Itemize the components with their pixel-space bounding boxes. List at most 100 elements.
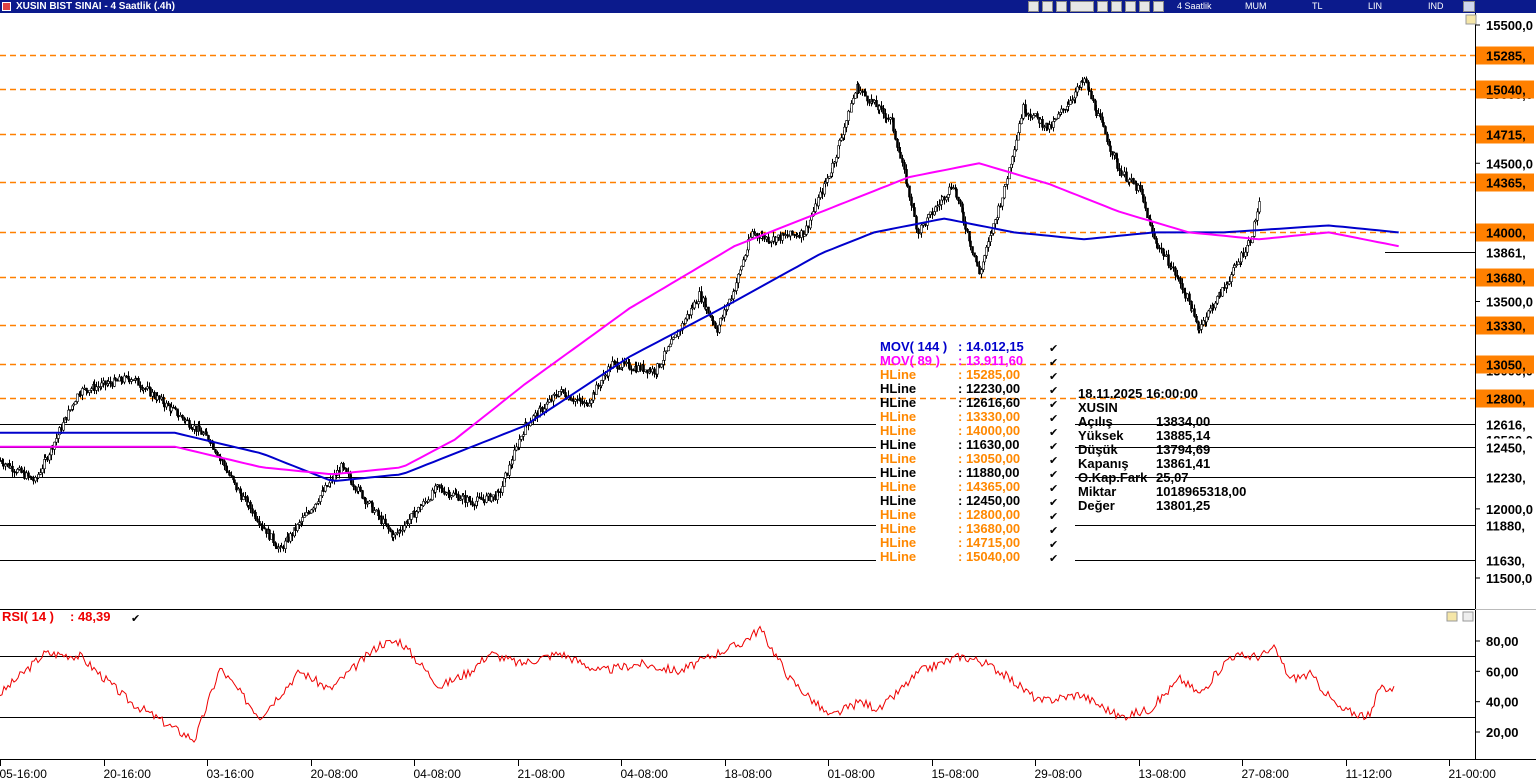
- period-selector[interactable]: 4 Saatlik: [1177, 1, 1212, 11]
- candle-body: [920, 224, 923, 234]
- candle-body: [65, 417, 68, 421]
- candle-body: [4, 464, 7, 467]
- candle-body: [515, 446, 518, 451]
- rsi-restore-icon[interactable]: [1446, 611, 1458, 622]
- info-label-high: Yüksek: [1078, 428, 1124, 443]
- candle-body: [504, 472, 507, 479]
- candle-body: [1132, 178, 1135, 184]
- candle-body: [81, 388, 84, 396]
- candle-body: [387, 524, 390, 530]
- candle-body: [1041, 119, 1044, 128]
- crosshair-button[interactable]: [1139, 1, 1150, 12]
- export-button[interactable]: [1056, 1, 1067, 12]
- candle-body: [642, 364, 645, 372]
- candle-body: [964, 221, 967, 230]
- candle-body: [684, 318, 687, 324]
- candle-body: [824, 182, 827, 184]
- candle-body: [37, 474, 40, 478]
- last-price-box: [1476, 243, 1534, 261]
- candle-body: [817, 197, 820, 207]
- candle-body: [263, 527, 266, 530]
- candle-body: [740, 265, 743, 271]
- candle-body: [899, 151, 902, 159]
- candle-body: [476, 496, 479, 502]
- currency-selector[interactable]: TL: [1312, 1, 1323, 11]
- candle-body: [845, 120, 848, 128]
- candle-body: [441, 487, 444, 492]
- draw-button[interactable]: [1125, 1, 1136, 12]
- candle-body: [1198, 329, 1201, 331]
- candle-body: [1233, 265, 1236, 268]
- candle-body: [562, 389, 565, 393]
- candle-body: [1011, 156, 1014, 165]
- candle-body: [513, 449, 516, 461]
- hline-label-box: [1476, 389, 1534, 408]
- candle-body: [144, 388, 147, 390]
- candle-body: [74, 401, 77, 405]
- dropdown-button[interactable]: [1153, 1, 1164, 12]
- close-icon[interactable]: [1463, 1, 1475, 12]
- legend-value: : 12616,60: [958, 395, 1020, 410]
- indicator-button[interactable]: [1042, 1, 1053, 12]
- legend-value: : 15040,00: [958, 549, 1020, 564]
- candle-body: [455, 493, 458, 496]
- chart-settings-button[interactable]: [1028, 1, 1039, 12]
- legend-check-icon: ✔: [1049, 455, 1058, 467]
- candle-body: [835, 157, 838, 163]
- hline-label-box: [1476, 468, 1534, 487]
- chart-type-selector[interactable]: MUM: [1245, 1, 1267, 11]
- time-tick-label: 20-08:00: [311, 767, 359, 781]
- candle-body: [298, 522, 301, 525]
- candle-body: [987, 241, 990, 248]
- candle-body: [990, 233, 993, 236]
- rsi-value: : 48,39: [70, 609, 110, 624]
- candle-body: [1160, 247, 1163, 250]
- candle-body: [305, 512, 308, 516]
- chart-area[interactable]: 11500,012000,012500,013000,013500,014000…: [0, 13, 1536, 782]
- candle-body: [997, 205, 1000, 218]
- candle-body: [906, 183, 909, 187]
- candle-body: [107, 381, 110, 384]
- candle-body: [875, 100, 878, 108]
- candle-body: [985, 246, 988, 256]
- grid-button[interactable]: [1097, 1, 1108, 12]
- scale-selector[interactable]: LIN: [1368, 1, 1383, 11]
- candle-body: [258, 521, 261, 525]
- candle-body: [522, 434, 525, 437]
- candle-body: [102, 380, 105, 384]
- info-label-close: Kapanış: [1078, 456, 1129, 471]
- rsi-visibility-check-icon[interactable]: ✔: [131, 613, 140, 625]
- legend-name: HLine: [880, 493, 916, 508]
- candle-body: [857, 84, 860, 94]
- candle-body: [980, 269, 983, 275]
- mov-144-line: [0, 217, 1399, 482]
- time-tick-label: 05-16:00: [0, 767, 47, 781]
- candle-body: [1048, 124, 1051, 130]
- candle-body: [1018, 123, 1021, 133]
- candle-body: [420, 505, 423, 510]
- rsi-close-icon[interactable]: [1462, 611, 1474, 622]
- candle-body: [284, 540, 287, 549]
- candle-body: [656, 363, 659, 375]
- candle-body: [826, 177, 829, 183]
- candle-body: [448, 491, 451, 498]
- panel-restore-icon[interactable]: [1465, 14, 1477, 25]
- candle-body: [511, 459, 514, 465]
- panel-button[interactable]: [1070, 1, 1094, 12]
- candle-body: [579, 398, 582, 402]
- index-selector[interactable]: IND: [1428, 1, 1444, 11]
- zoom-button[interactable]: [1111, 1, 1122, 12]
- candle-body: [786, 234, 789, 237]
- candle-body: [130, 379, 133, 382]
- candle-body: [828, 175, 831, 179]
- candle-body: [181, 414, 184, 419]
- candle-body: [1179, 277, 1182, 284]
- candle-body: [1153, 232, 1156, 239]
- time-tick-label: 03-16:00: [207, 767, 255, 781]
- candle-body: [244, 496, 247, 498]
- candle-body: [434, 485, 437, 493]
- legend-name: MOV( 144 ): [880, 339, 947, 354]
- candle-body: [1090, 91, 1093, 100]
- candle-body: [838, 140, 841, 147]
- candle-body: [471, 501, 474, 506]
